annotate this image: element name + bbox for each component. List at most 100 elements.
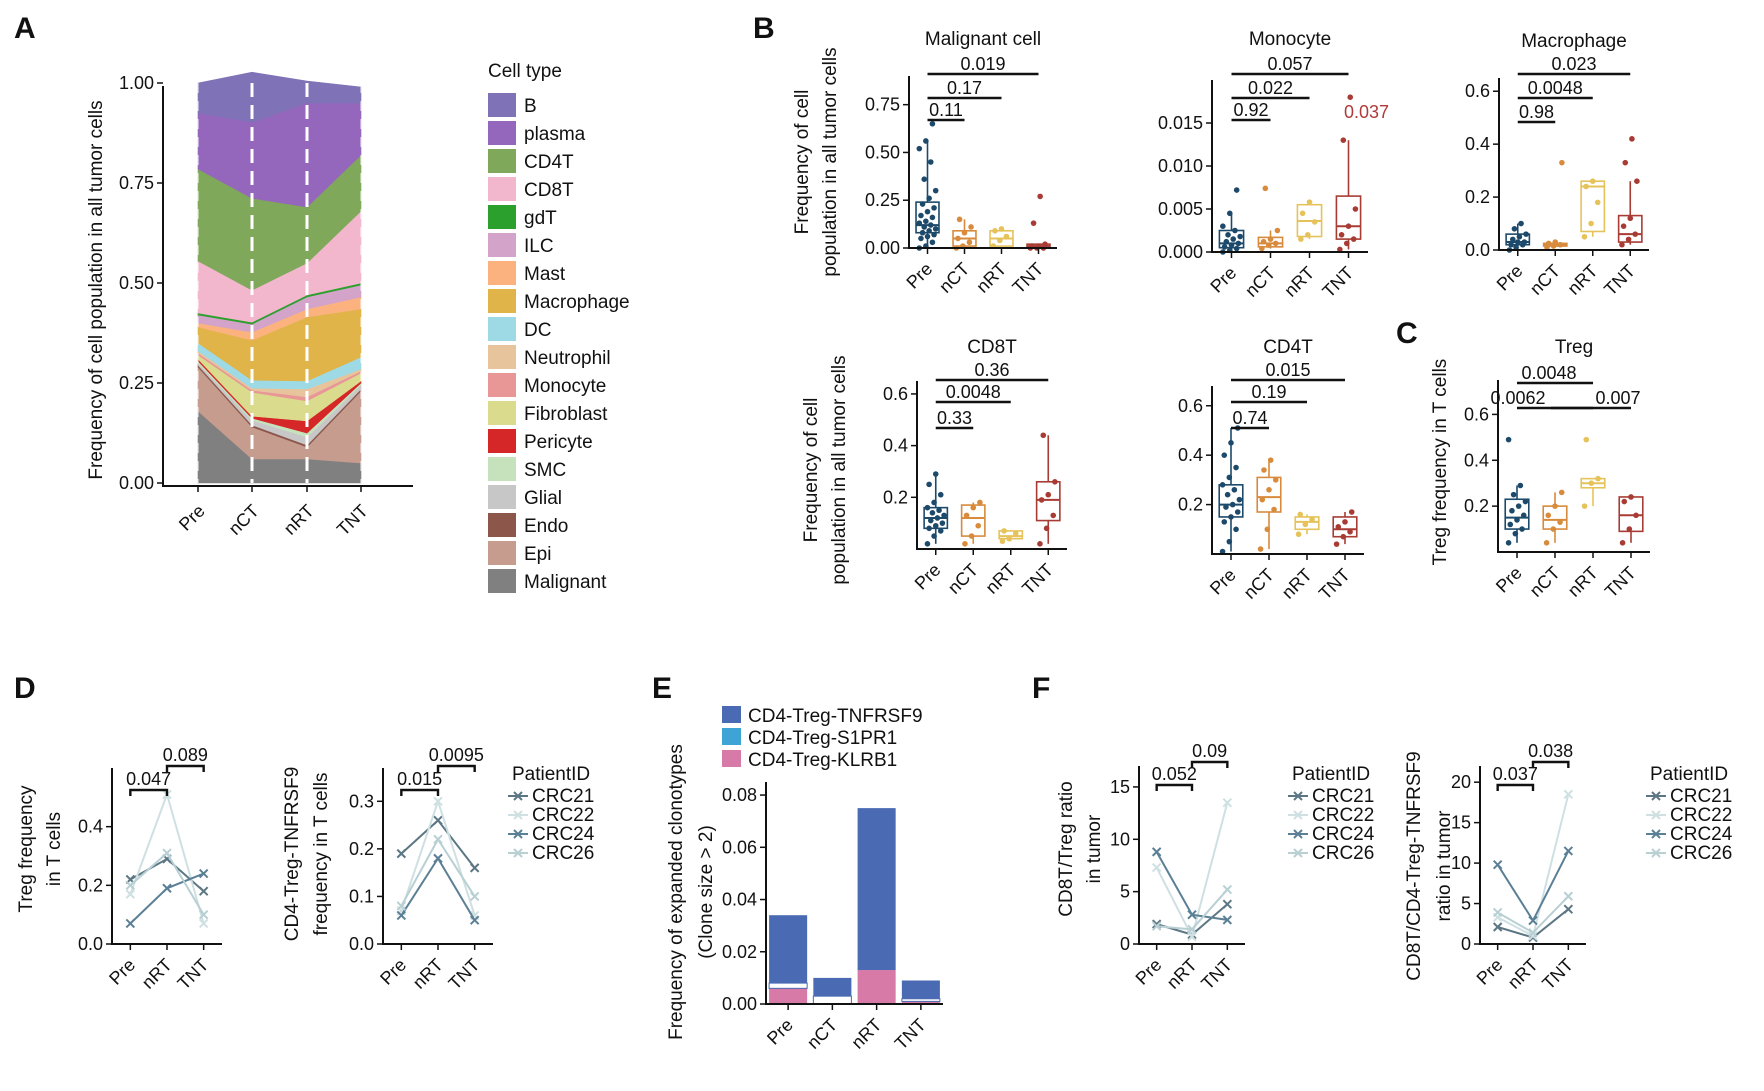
E-bar-nct-2: [813, 977, 852, 997]
B5-title: CD4T: [1263, 337, 1313, 358]
F2-pvalue: 0.037: [1493, 764, 1538, 784]
F2-pvalue: 0.038: [1528, 741, 1573, 761]
D1-ylabel: in T cells: [44, 812, 65, 886]
B5-point: [1264, 526, 1271, 533]
7-xtick-label: TNT: [174, 955, 213, 994]
9-xtick-label: Pre: [763, 1015, 797, 1049]
D2-line-crc24: [400, 856, 476, 921]
B5-point: [1226, 474, 1233, 481]
11-ytick-label: 15: [1451, 813, 1471, 833]
9-xtick-label: TNT: [891, 1015, 930, 1054]
B2-point: [1259, 245, 1265, 252]
B1-point: [919, 201, 926, 207]
B4-point: [936, 507, 942, 514]
B2-point: [1232, 227, 1238, 234]
2-ytick-label: 0.005: [1158, 199, 1203, 219]
6-xtick-label: nCT: [1526, 563, 1564, 601]
F1-legend-marker: [1293, 829, 1303, 839]
B1-point: [961, 229, 968, 236]
10-ytick-label: 10: [1110, 829, 1130, 849]
B3-point: [1516, 233, 1523, 240]
5-ytick-label: 0.6: [1178, 396, 1203, 416]
2-xtick-label: TNT: [1318, 263, 1357, 302]
9-ytick-label: 0.00: [722, 994, 757, 1014]
E-bar-tnt-0: [901, 1001, 940, 1004]
F2-legend-marker: [1651, 848, 1661, 858]
F1-line-crc26: [1156, 888, 1229, 931]
F2-legend-marker: [1651, 829, 1661, 839]
B2-point: [1237, 233, 1243, 240]
B3-point: [1594, 199, 1601, 206]
B5-pvalue: 0.015: [1265, 360, 1310, 380]
B2-point: [1272, 240, 1279, 247]
B1-point: [932, 187, 939, 194]
B1-point: [923, 138, 929, 144]
B1-point: [998, 226, 1005, 232]
legend-label-mast: Mast: [524, 264, 566, 285]
B4-point: [977, 499, 983, 506]
8-xtick-label: Pre: [376, 955, 410, 989]
legend-swatch-gdt: [488, 205, 516, 229]
B3-point: [1559, 159, 1565, 166]
10-xtick-label: Pre: [1132, 955, 1166, 989]
F2-marker: [1563, 846, 1574, 856]
8-ytick-label: 0.3: [349, 791, 374, 811]
B2-pvalue-highlight: 0.037: [1344, 102, 1389, 122]
B2-point: [1347, 94, 1354, 100]
B5-point: [1266, 486, 1272, 493]
panel-label-c: C: [1396, 317, 1418, 350]
F2-marker: [1563, 891, 1574, 901]
F1-legend-label: CRC22: [1312, 805, 1374, 826]
legend-label-neutrophil: Neutrophil: [524, 348, 611, 369]
C-point: [1512, 530, 1519, 537]
10-xtick-label: nRT: [1163, 955, 1201, 993]
11-xtick-label: nRT: [1504, 955, 1542, 993]
B3-point: [1514, 239, 1521, 245]
B2-point: [1299, 210, 1306, 217]
8-ytick-label: 0.1: [349, 886, 374, 906]
legend-swatch-malignant: [488, 569, 516, 593]
D1-marker: [198, 909, 209, 920]
D1-pvalue: 0.089: [163, 745, 208, 765]
3-xtick-label: TNT: [1600, 261, 1639, 300]
2-ytick-label: 0.000: [1158, 242, 1203, 262]
B5-point: [1342, 519, 1348, 525]
A-ytick-label: 0.75: [119, 173, 154, 193]
F2-marker: [1563, 789, 1574, 800]
B5-point: [1228, 440, 1234, 446]
B2-point: [1221, 244, 1228, 250]
F2-bracket: [1496, 783, 1535, 791]
F2-legend-label: CRC22: [1670, 805, 1732, 826]
9-ytick-label: 0.02: [722, 942, 757, 962]
B5-point: [1347, 528, 1353, 535]
B4-point: [999, 538, 1006, 545]
B5-point: [1335, 524, 1342, 530]
C-point: [1581, 503, 1588, 509]
B4-point: [1037, 541, 1043, 547]
legend-label-malignant: Malignant: [524, 572, 607, 593]
C-point: [1626, 526, 1633, 532]
B5-pvalue: 0.74: [1232, 408, 1267, 428]
A-axes: [162, 86, 413, 487]
A-ytick-label: 0.00: [119, 473, 154, 493]
C-point: [1558, 489, 1565, 496]
9-xtick-label: nRT: [847, 1015, 885, 1053]
legend-swatch-b: [488, 93, 516, 117]
B5-point: [1224, 491, 1231, 498]
B1-point: [924, 233, 931, 240]
8-ytick-label: 0.0: [349, 934, 374, 954]
3-xtick-label: nCT: [1526, 261, 1564, 299]
panel-label-e: E: [652, 672, 672, 705]
7-ytick-label: 0.2: [78, 875, 103, 895]
F1-marker: [1222, 797, 1233, 808]
D2-marker: [396, 910, 407, 921]
C-point: [1505, 436, 1512, 443]
C-point: [1557, 519, 1563, 525]
legend-swatch-dc: [488, 317, 516, 341]
B5-point: [1234, 509, 1241, 515]
D1-bracket: [165, 764, 205, 772]
B5-pvalue: 0.19: [1251, 382, 1286, 402]
F2-legend-title: PatientID: [1650, 764, 1728, 785]
10-ytick-label: 5: [1120, 882, 1130, 902]
B4-ylabel: population in all tumor cells: [829, 355, 850, 584]
